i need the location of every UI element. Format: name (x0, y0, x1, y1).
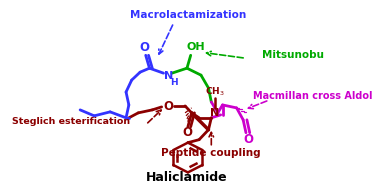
Text: N: N (163, 71, 173, 81)
Text: Haliclamide: Haliclamide (146, 171, 228, 184)
Text: CH$_3$: CH$_3$ (205, 86, 225, 98)
Text: N: N (210, 108, 220, 118)
Text: O: O (244, 133, 254, 146)
Text: OH: OH (187, 42, 206, 52)
Text: O: O (140, 41, 150, 54)
Text: Peptide coupling: Peptide coupling (162, 148, 261, 158)
Text: Mitsunobu: Mitsunobu (262, 50, 324, 60)
Text: O: O (163, 100, 173, 113)
Text: Macmillan cross Aldol: Macmillan cross Aldol (253, 91, 372, 101)
Text: O: O (182, 126, 192, 139)
Text: Steglich esterification: Steglich esterification (12, 117, 130, 126)
Text: H: H (170, 78, 178, 87)
Text: Macrolactamization: Macrolactamization (130, 10, 246, 20)
